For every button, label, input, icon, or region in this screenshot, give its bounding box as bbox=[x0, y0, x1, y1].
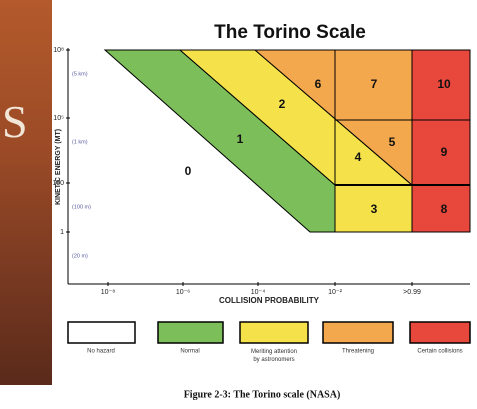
region-label: 9 bbox=[441, 145, 448, 159]
y-axis-label: KINETIC ENERGY (MT) bbox=[55, 129, 62, 205]
diagram: The Torino Scale KINETIC ENERGY (MT) COL… bbox=[0, 0, 477, 409]
y-tick-label: 1 bbox=[60, 229, 64, 236]
legend-swatch bbox=[68, 322, 135, 343]
region-label: 4 bbox=[355, 150, 362, 164]
legend-label: Normal bbox=[180, 349, 199, 355]
legend-swatch bbox=[323, 322, 393, 343]
region-label: 10 bbox=[437, 77, 451, 91]
legend-label: No hazard bbox=[87, 349, 115, 355]
page: {"title": "The Torino Scale", "y_axis": … bbox=[0, 0, 477, 409]
region-label: 7 bbox=[371, 77, 378, 91]
region-label: 5 bbox=[389, 135, 396, 149]
region-label: 1 bbox=[237, 132, 244, 146]
y-tick-note: (5 km) bbox=[72, 71, 88, 77]
y-tick-label: 100 bbox=[52, 180, 64, 187]
region-label: 3 bbox=[371, 202, 378, 216]
legend-swatch bbox=[410, 322, 470, 343]
region-label: 2 bbox=[279, 97, 286, 111]
title: The Torino Scale bbox=[214, 22, 366, 43]
y-tick-note: (20 m) bbox=[72, 253, 88, 259]
x-tick-label: 10⁻² bbox=[328, 289, 342, 296]
y-tick-label: 10⁸ bbox=[53, 47, 64, 54]
x-axis-label: COLLISION PROBABILITY bbox=[219, 296, 320, 305]
x-tick-label: 10⁻⁶ bbox=[176, 289, 190, 296]
legend-label: Certain collisions bbox=[417, 349, 462, 355]
x-tick-label: 10⁻⁴ bbox=[251, 289, 266, 296]
legend-swatch bbox=[158, 322, 223, 343]
y-tick-note: (1 km) bbox=[72, 139, 88, 145]
legend-swatch bbox=[240, 322, 308, 343]
region-label: 8 bbox=[441, 202, 448, 216]
legend-label: Threatening bbox=[342, 349, 374, 355]
region-label: 6 bbox=[315, 77, 322, 91]
caption: Figure 2-3: The Torino scale (NASA) bbox=[184, 389, 341, 400]
x-tick-label: >0.99 bbox=[403, 289, 421, 296]
y-tick-note: (100 m) bbox=[72, 204, 91, 210]
x-tick-label: 10⁻⁸ bbox=[101, 289, 115, 296]
y-tick-label: 10⁵ bbox=[53, 115, 64, 122]
region-label: 0 bbox=[185, 164, 192, 178]
